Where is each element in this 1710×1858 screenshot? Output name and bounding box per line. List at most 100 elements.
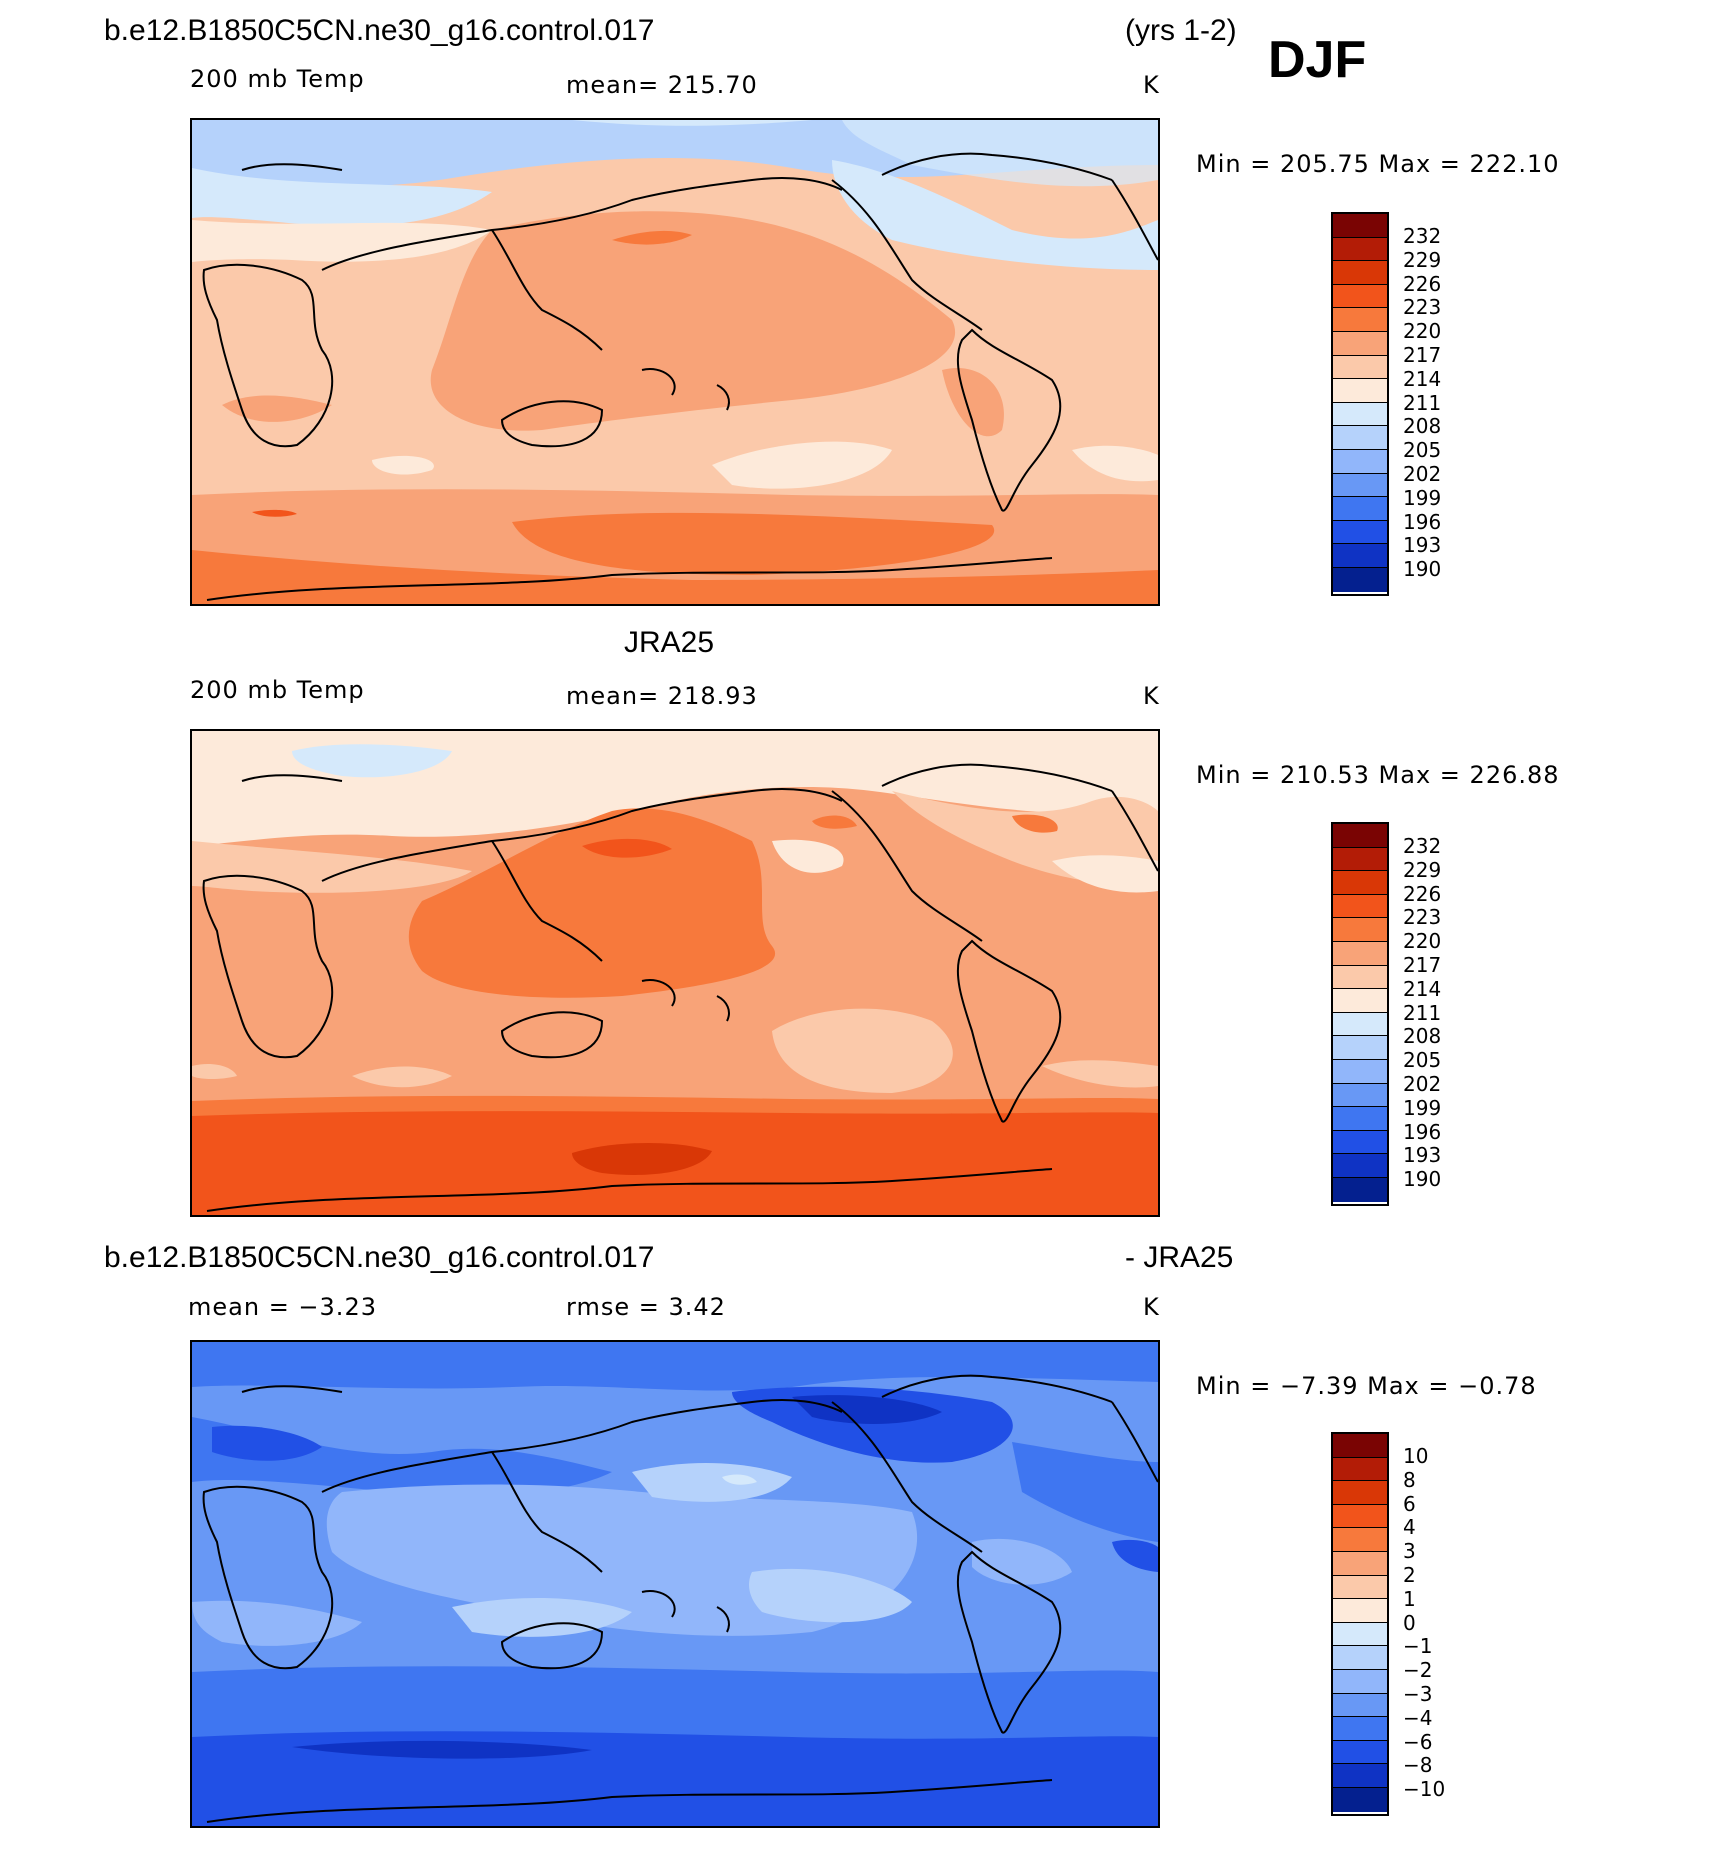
colorbar-label: 226 bbox=[1403, 271, 1442, 296]
colorbar-swatch bbox=[1333, 355, 1387, 380]
colorbar-label: 217 bbox=[1403, 953, 1442, 977]
colorbar-swatch bbox=[1333, 1622, 1387, 1647]
panel3-title-case: b.e12.B1850C5CN.ne30_g16.control.017 bbox=[104, 1241, 655, 1274]
colorbar-swatch bbox=[1333, 1059, 1387, 1084]
colorbar-swatch bbox=[1333, 1787, 1387, 1812]
colorbar-label: 214 bbox=[1403, 976, 1442, 1001]
colorbar-label: 214 bbox=[1403, 366, 1442, 391]
colorbar-label: 1 bbox=[1403, 1586, 1416, 1611]
colorbar-swatch bbox=[1333, 379, 1387, 403]
colorbar-swatch bbox=[1333, 214, 1387, 238]
colorbar-label: 226 bbox=[1403, 881, 1442, 906]
colorbar-label: 229 bbox=[1403, 857, 1442, 882]
colorbar-swatch bbox=[1333, 894, 1387, 919]
season-label: DJF bbox=[1268, 31, 1367, 89]
colorbar-label: 220 bbox=[1403, 929, 1442, 954]
panel1-map-svg bbox=[192, 120, 1158, 604]
panel2-map-svg bbox=[192, 731, 1158, 1215]
colorbar-label: 0 bbox=[1403, 1610, 1416, 1635]
colorbar-swatch bbox=[1333, 1693, 1387, 1718]
colorbar-swatch bbox=[1333, 1434, 1387, 1458]
colorbar-swatch bbox=[1333, 1012, 1387, 1037]
colorbar-swatch bbox=[1333, 1740, 1387, 1765]
colorbar-label: −4 bbox=[1403, 1705, 1433, 1730]
panel3-mean: mean = −3.23 bbox=[188, 1293, 377, 1321]
colorbar-swatch bbox=[1333, 1551, 1387, 1576]
panel1-map bbox=[190, 118, 1160, 606]
colorbar-swatch bbox=[1333, 1764, 1387, 1788]
colorbar-swatch bbox=[1333, 1130, 1387, 1155]
colorbar-swatch bbox=[1333, 1599, 1387, 1623]
panel3-title-obs: - JRA25 bbox=[1125, 1241, 1234, 1274]
colorbar-label: 217 bbox=[1403, 343, 1442, 367]
colorbar-label: 199 bbox=[1403, 485, 1442, 510]
colorbar-label: 10 bbox=[1403, 1444, 1429, 1468]
panel2-minmax: Min = 210.53 Max = 226.88 bbox=[1196, 761, 1560, 789]
panel2-map bbox=[190, 729, 1160, 1217]
colorbar-swatch bbox=[1333, 237, 1387, 262]
colorbar-label: 205 bbox=[1403, 1048, 1442, 1073]
colorbar-swatch bbox=[1333, 1177, 1387, 1202]
colorbar-swatch bbox=[1333, 1036, 1387, 1060]
colorbar-swatch bbox=[1333, 1504, 1387, 1529]
colorbar-swatch bbox=[1333, 520, 1387, 545]
colorbar-swatch bbox=[1333, 989, 1387, 1013]
colorbar-label: 223 bbox=[1403, 295, 1442, 320]
colorbar-swatch bbox=[1333, 402, 1387, 427]
colorbar-label: 208 bbox=[1403, 1024, 1442, 1049]
colorbar-label: 199 bbox=[1403, 1095, 1442, 1120]
colorbar-label: 211 bbox=[1403, 390, 1442, 415]
colorbar-swatch bbox=[1333, 1669, 1387, 1694]
colorbar-swatch bbox=[1333, 965, 1387, 990]
colorbar-swatch bbox=[1333, 1481, 1387, 1505]
colorbar-swatch bbox=[1333, 847, 1387, 872]
panel1-mean: mean= 215.70 bbox=[566, 71, 758, 99]
colorbar-swatch bbox=[1333, 497, 1387, 521]
colorbar-swatch bbox=[1333, 473, 1387, 498]
colorbar-label: −8 bbox=[1403, 1753, 1433, 1778]
panel1-units: K bbox=[1143, 71, 1160, 99]
colorbar-swatch bbox=[1333, 1575, 1387, 1600]
colorbar-swatch bbox=[1333, 1154, 1387, 1178]
panel3-colorbar bbox=[1331, 1432, 1389, 1816]
colorbar-label: −6 bbox=[1403, 1729, 1433, 1754]
colorbar-label: 220 bbox=[1403, 319, 1442, 344]
colorbar-label: 205 bbox=[1403, 438, 1442, 463]
colorbar-label: 232 bbox=[1403, 224, 1442, 248]
colorbar-label: 223 bbox=[1403, 905, 1442, 930]
colorbar-swatch bbox=[1333, 567, 1387, 592]
colorbar-label: 2 bbox=[1403, 1563, 1416, 1587]
panel3-map bbox=[190, 1340, 1160, 1828]
colorbar-label: 196 bbox=[1403, 1119, 1442, 1144]
colorbar-swatch bbox=[1333, 331, 1387, 356]
panel3-rmse: rmse = 3.42 bbox=[566, 1293, 726, 1321]
colorbar-swatch bbox=[1333, 308, 1387, 332]
colorbar-label: −2 bbox=[1403, 1658, 1433, 1683]
panel2-colorbar bbox=[1331, 822, 1389, 1206]
colorbar-label: 190 bbox=[1403, 1167, 1442, 1192]
colorbar-label: 190 bbox=[1403, 557, 1442, 582]
years-label: (yrs 1-2) bbox=[1125, 14, 1237, 47]
colorbar-label: 193 bbox=[1403, 533, 1442, 558]
colorbar-swatch bbox=[1333, 449, 1387, 474]
panel2-variable: 200 mb Temp bbox=[190, 676, 365, 704]
colorbar-swatch bbox=[1333, 544, 1387, 568]
panel2-mean: mean= 218.93 bbox=[566, 682, 758, 710]
colorbar-label: 229 bbox=[1403, 247, 1442, 272]
colorbar-swatch bbox=[1333, 1107, 1387, 1131]
panel1-colorbar bbox=[1331, 212, 1389, 596]
colorbar-label: 196 bbox=[1403, 509, 1442, 534]
panel2-units: K bbox=[1143, 682, 1160, 710]
colorbar-label: 232 bbox=[1403, 834, 1442, 858]
colorbar-label: 4 bbox=[1403, 1515, 1416, 1540]
case-title: b.e12.B1850C5CN.ne30_g16.control.017 bbox=[104, 14, 655, 47]
colorbar-swatch bbox=[1333, 1457, 1387, 1482]
colorbar-swatch bbox=[1333, 824, 1387, 848]
colorbar-swatch bbox=[1333, 871, 1387, 895]
panel3-map-svg bbox=[192, 1342, 1158, 1826]
panel1-minmax: Min = 205.75 Max = 222.10 bbox=[1196, 150, 1560, 178]
panel3-units: K bbox=[1143, 1293, 1160, 1321]
colorbar-label: 8 bbox=[1403, 1467, 1416, 1492]
colorbar-swatch bbox=[1333, 1083, 1387, 1108]
colorbar-label: 211 bbox=[1403, 1000, 1442, 1025]
